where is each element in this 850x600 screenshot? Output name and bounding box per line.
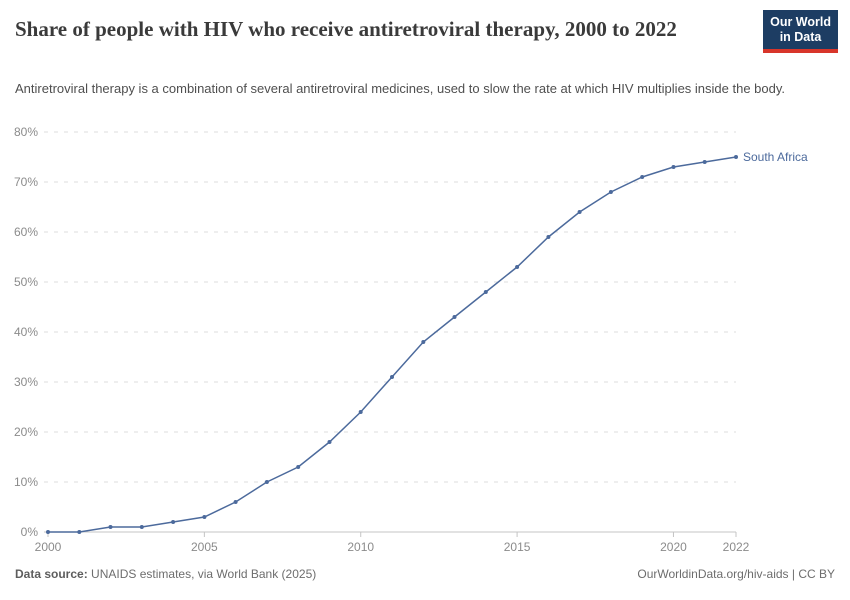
data-point[interactable] xyxy=(390,375,394,379)
data-point[interactable] xyxy=(171,520,176,524)
x-axis-label: 2010 xyxy=(347,540,374,554)
y-axis-label: 0% xyxy=(21,525,39,539)
data-point[interactable] xyxy=(77,530,82,534)
data-point[interactable] xyxy=(327,440,332,444)
data-point[interactable] xyxy=(202,515,207,519)
y-axis-label: 50% xyxy=(14,275,38,289)
owid-logo-line2: in Data xyxy=(779,30,822,44)
x-axis-label: 2015 xyxy=(504,540,531,554)
data-point[interactable] xyxy=(139,525,144,529)
data-point[interactable] xyxy=(296,465,301,469)
data-point[interactable] xyxy=(515,265,520,269)
owid-logo-line1: Our World xyxy=(770,15,831,29)
data-point[interactable] xyxy=(483,290,488,294)
attribution-link[interactable]: OurWorldinData.org/hiv-aids | CC BY xyxy=(637,567,835,581)
chart-subtitle: Antiretroviral therapy is a combination … xyxy=(15,81,786,96)
data-point[interactable] xyxy=(46,530,50,534)
data-point[interactable] xyxy=(608,190,613,194)
data-point[interactable] xyxy=(577,210,582,214)
data-point[interactable] xyxy=(671,165,676,169)
y-axis-label: 20% xyxy=(14,425,38,439)
data-point[interactable] xyxy=(640,175,645,179)
data-point[interactable] xyxy=(358,410,363,414)
x-axis-label: 2005 xyxy=(191,540,218,554)
data-point[interactable] xyxy=(233,500,238,504)
data-source-note: Data source: UNAIDS estimates, via World… xyxy=(15,567,316,581)
data-point[interactable] xyxy=(546,235,551,239)
x-axis-label: 2022 xyxy=(723,540,750,554)
y-axis-label: 80% xyxy=(14,125,38,139)
data-point[interactable] xyxy=(421,340,426,344)
data-point[interactable] xyxy=(108,525,113,529)
data-source-text: UNAIDS estimates, via World Bank (2025) xyxy=(91,567,317,581)
y-axis-label: 70% xyxy=(14,175,38,189)
x-axis-label: 2020 xyxy=(660,540,687,554)
y-axis-label: 40% xyxy=(14,325,38,339)
chart-title: Share of people with HIV who receive ant… xyxy=(15,17,677,41)
y-axis-label: 60% xyxy=(14,225,38,239)
data-point[interactable] xyxy=(452,315,457,319)
plot-area[interactable] xyxy=(44,112,736,532)
owid-logo[interactable]: Our World in Data xyxy=(763,10,838,53)
series-end-label[interactable]: South Africa xyxy=(743,150,808,164)
data-source-label: Data source: xyxy=(15,567,88,581)
data-point[interactable] xyxy=(702,160,707,164)
data-point[interactable] xyxy=(734,155,738,159)
data-point[interactable] xyxy=(264,480,269,484)
chart-footer: Data source: UNAIDS estimates, via World… xyxy=(15,567,835,581)
x-axis-label: 2000 xyxy=(35,540,62,554)
y-axis-label: 10% xyxy=(14,475,38,489)
y-axis-label: 30% xyxy=(14,375,38,389)
